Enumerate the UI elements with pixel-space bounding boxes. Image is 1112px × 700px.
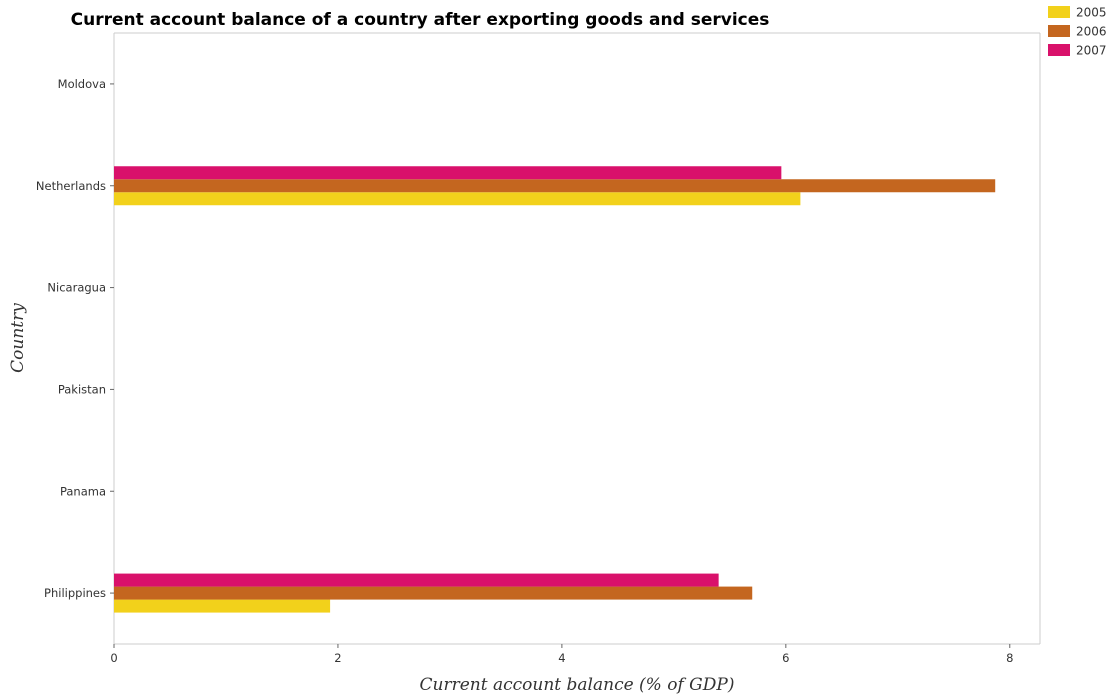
legend: 2005 2006 2007 <box>1048 6 1107 58</box>
legend-swatch-2006 <box>1048 25 1070 37</box>
bar-2007-philippines <box>114 573 719 587</box>
x-tick-label: 4 <box>558 651 565 665</box>
legend-swatch-2005 <box>1048 6 1070 18</box>
bar-2005-philippines <box>114 599 331 613</box>
chart-title: Current account balance of a country aft… <box>71 10 770 30</box>
y-tick-label: Nicaragua <box>47 281 106 295</box>
x-axis-label: Current account balance (% of GDP) <box>420 675 735 695</box>
y-axis-label: Country <box>8 303 28 373</box>
y-tick-label: Pakistan <box>58 382 106 396</box>
bar-2005-netherlands <box>114 192 801 206</box>
legend-label-2006: 2006 <box>1076 25 1107 39</box>
y-tick-label: Netherlands <box>36 179 106 193</box>
x-axis-ticks: 0 2 4 6 8 <box>110 644 1013 665</box>
bar-2007-netherlands <box>114 166 782 180</box>
legend-swatch-2007 <box>1048 44 1070 56</box>
plot-frame <box>113 32 1041 645</box>
y-tick-label: Philippines <box>44 586 106 600</box>
bars-group <box>114 166 996 613</box>
y-tick-label: Moldova <box>58 77 106 91</box>
bar-2006-philippines <box>114 586 753 600</box>
x-tick-label: 0 <box>110 651 117 665</box>
legend-label-2005: 2005 <box>1076 6 1107 20</box>
y-tick-label: Panama <box>60 484 106 498</box>
y-axis-ticks: Moldova Netherlands Nicaragua Pakistan Panam… <box>36 77 114 600</box>
x-tick-label: 8 <box>1006 651 1013 665</box>
legend-label-2007: 2007 <box>1076 44 1107 58</box>
x-tick-label: 6 <box>782 651 789 665</box>
x-tick-label: 2 <box>334 651 341 665</box>
bar-2006-netherlands <box>114 179 996 193</box>
